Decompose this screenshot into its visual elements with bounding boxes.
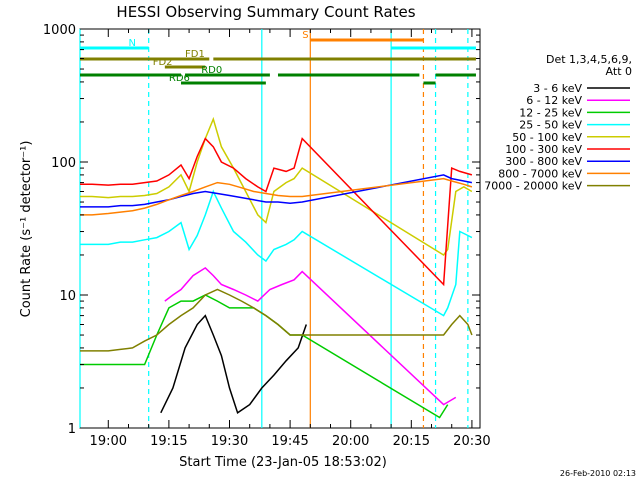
legend-entry-25-50-kev: 25 - 50 keV	[519, 119, 582, 132]
series-100-300-kev	[80, 137, 473, 287]
x-tick-label-2015: 20:15	[393, 434, 430, 449]
legend-entry-12-25-kev: 12 - 25 keV	[519, 106, 582, 119]
flag-label-n: N	[128, 38, 135, 49]
y-tick-label-10: 10	[59, 289, 76, 304]
x-tick-label-1945: 19:45	[271, 434, 308, 449]
x-tick-label-1900: 19:00	[90, 434, 127, 449]
legend-entry-100-300-kev: 100 - 300 keV	[505, 143, 582, 156]
x-tick-label-2030: 20:30	[453, 434, 490, 449]
legend-entry-300-800-kev: 300 - 800 keV	[505, 155, 582, 168]
legend-entry-800-7000-kev: 800 - 7000 keV	[498, 167, 582, 180]
series-3-6-kev	[160, 314, 308, 414]
series-6-12-kev	[164, 266, 457, 406]
flag-label-s: S	[302, 30, 308, 41]
series-7000-20000-kev	[80, 288, 473, 352]
series-800-7000-kev	[80, 177, 473, 216]
flag-label-rd0: RD0	[201, 65, 222, 76]
legend-header-line1: Det 1,3,4,5,6,9,	[546, 53, 632, 66]
legend-entry-50-100-kev: 50 - 100 keV	[512, 131, 582, 144]
y-axis-label: Count Rate (s⁻¹ detector⁻¹)	[19, 141, 34, 318]
y-tick-label-100: 100	[51, 156, 76, 171]
legend-entry-7000-20000-kev: 7000 - 20000 keV	[484, 180, 582, 193]
series-50-100-kev	[80, 116, 473, 256]
x-axis-label: Start Time (23-Jan-05 18:53:02)	[179, 455, 387, 470]
legend-header-line2: Att 0	[606, 65, 632, 78]
chart-title: HESSI Observing Summary Count Rates	[116, 3, 415, 21]
series-300-800-kev	[80, 174, 473, 208]
flag-label-fd1: FD1	[185, 49, 205, 60]
y-tick-label-1: 1	[68, 422, 76, 437]
y-tick-label-1000: 1000	[43, 23, 76, 38]
generation-timestamp: 26-Feb-2010 02:13	[560, 469, 636, 478]
legend-entry-6-12-kev: 6 - 12 keV	[526, 94, 582, 107]
legend-entry-3-6-kev: 3 - 6 keV	[533, 82, 582, 95]
x-tick-label-2000: 20:00	[332, 434, 369, 449]
x-tick-label-1930: 19:30	[211, 434, 248, 449]
flag-label-rd6: RD6	[169, 73, 190, 84]
plot-area: N S FD1 FD2 RD0 RD6 1 10 100 1000 19:00 19:15 19:30 1…	[43, 23, 491, 449]
series-25-50-kev	[80, 189, 473, 317]
flag-label-fd2: FD2	[153, 57, 173, 68]
x-tick-label-1915: 19:15	[150, 434, 187, 449]
